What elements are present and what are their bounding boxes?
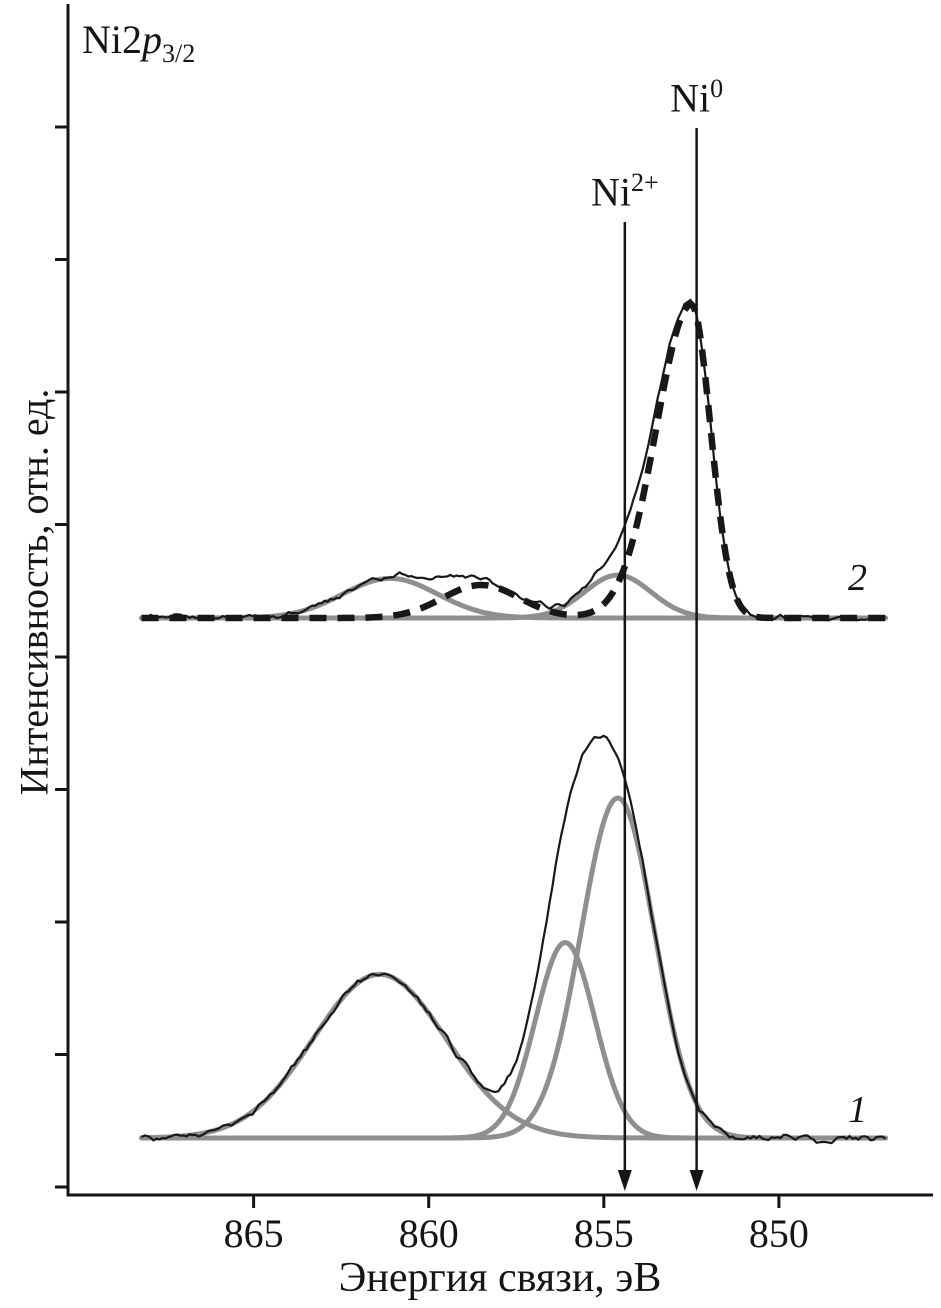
plot-region-label: Ni2p3/2 (82, 16, 195, 69)
title-prefix: Ni2 (82, 17, 142, 62)
ni2plus-annotation: Ni2+ (591, 168, 659, 215)
x-tick-label: 865 (224, 1211, 284, 1256)
experimental-curve-spectrum-1 (140, 734, 887, 1145)
curve-label-1: 1 (848, 1089, 867, 1131)
ni2plus-annotation-base: Ni (590, 169, 631, 215)
x-tick-label: 850 (749, 1211, 809, 1256)
reference-arrowhead-ni0 (689, 1170, 704, 1191)
ni2plus-annotation-sup: 2+ (630, 168, 659, 197)
ni0-annotation: Ni0 (670, 74, 723, 121)
x-tick-label: 855 (574, 1211, 634, 1256)
reference-arrowhead-ni2plus (617, 1170, 632, 1191)
x-axis-label: Энергия связи, эВ (338, 1255, 662, 1301)
title-subscript: 3/2 (162, 39, 196, 68)
curve-label-2: 2 (848, 557, 867, 599)
y-axis-label: Интенсивность, отн. ед. (11, 388, 57, 796)
fitted-dashed-curve-spectrum-2 (141, 300, 886, 622)
x-tick-label: 860 (399, 1211, 459, 1256)
ni0-annotation-base: Ni (670, 75, 711, 121)
component-curve-spectrum-1 (139, 795, 888, 1141)
component-curve-spectrum-2 (139, 575, 888, 621)
title-orbital: p (142, 17, 162, 62)
experimental-curve-spectrum-2 (141, 298, 886, 622)
ni0-annotation-sup: 0 (710, 74, 724, 103)
